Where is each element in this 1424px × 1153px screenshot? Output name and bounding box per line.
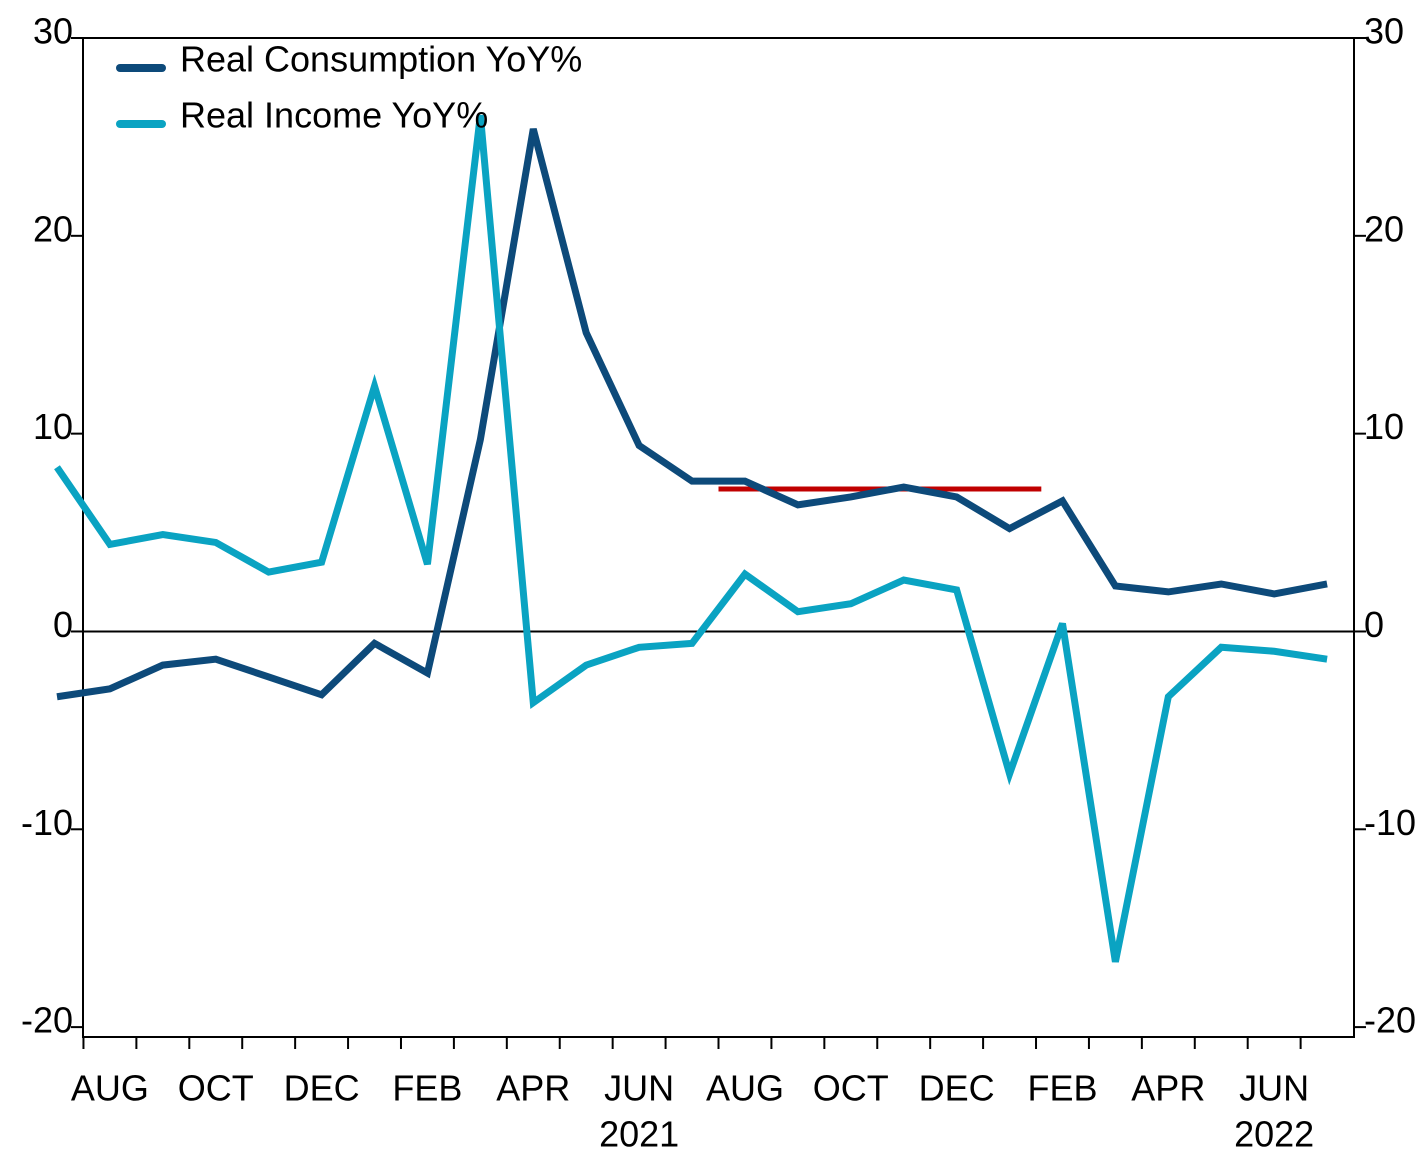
x-tick-label: OCT <box>178 1068 254 1109</box>
plot-frame <box>82 37 1355 1038</box>
y2-tick-label: -10 <box>1364 802 1416 843</box>
x-tick-label: JUN <box>604 1068 674 1109</box>
y-tick-label: 0 <box>53 604 73 645</box>
series-line <box>56 128 1328 701</box>
y-tick-label: 10 <box>33 406 73 447</box>
year-label: 2022 <box>1234 1114 1314 1153</box>
x-tick-label: APR <box>496 1068 570 1109</box>
year-label: 2021 <box>599 1114 679 1153</box>
y-tick-label: 30 <box>33 11 73 52</box>
x-tick-label: JUN <box>1239 1068 1309 1109</box>
x-tick-label: APR <box>1131 1068 1205 1109</box>
y2-tick-label: -20 <box>1364 1000 1416 1041</box>
x-tick-label: AUG <box>71 1068 149 1109</box>
y-tick-label: 20 <box>33 208 73 249</box>
legend-label: Real Consumption YoY% <box>180 39 582 80</box>
x-tick-label: FEB <box>392 1068 462 1109</box>
y-tick-label: -20 <box>21 1000 73 1041</box>
x-tick-label: AUG <box>706 1068 784 1109</box>
y2-tick-label: 10 <box>1364 406 1404 447</box>
series-line <box>54 114 1328 963</box>
legend-label: Real Income YoY% <box>180 95 488 136</box>
y2-tick-label: 20 <box>1364 208 1404 249</box>
x-tick-label: OCT <box>813 1068 889 1109</box>
y2-tick-label: 30 <box>1364 11 1404 52</box>
x-tick-label: DEC <box>919 1068 995 1109</box>
y2-tick-label: 0 <box>1364 604 1384 645</box>
x-tick-label: FEB <box>1027 1068 1097 1109</box>
y-tick-label: -10 <box>21 802 73 843</box>
x-tick-label: DEC <box>284 1068 360 1109</box>
